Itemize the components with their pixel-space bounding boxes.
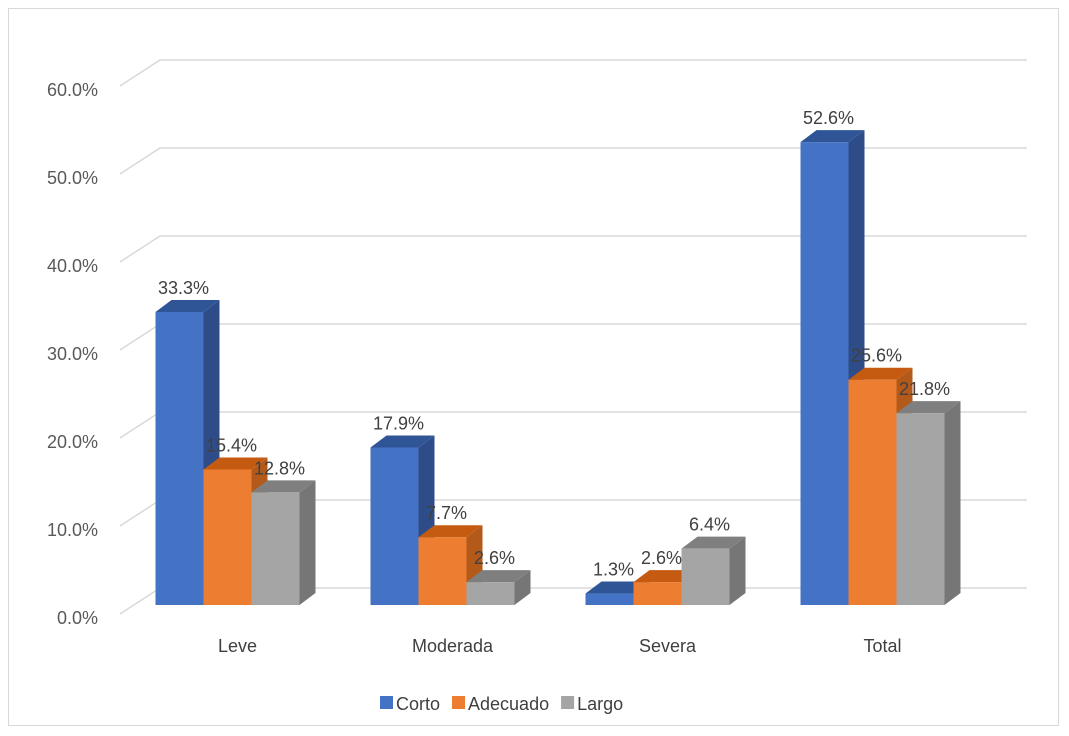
legend: Corto Adecuado Largo [380, 694, 623, 714]
bar-front-face [681, 548, 730, 605]
y-tick-label: 0.0% [57, 608, 98, 628]
legend-swatch [561, 696, 575, 709]
bar-front-face [848, 379, 897, 605]
bar-front-face [418, 537, 467, 605]
y-tick-label: 20.0% [47, 432, 98, 452]
x-axis-category-labels: Leve Moderada Severa Total [218, 636, 902, 656]
bar-top-face [155, 299, 220, 312]
legend-item-largo: Largo [561, 694, 623, 714]
bar-front-face [370, 447, 419, 605]
bar-top-face [203, 457, 268, 470]
data-label: 33.3% [158, 278, 209, 298]
bar-top-face [251, 480, 316, 493]
data-labels: 33.3% 15.4% 12.8% 17.9% 7.7% 2.6% 1.3% 2.6% 6.4%… [158, 108, 950, 579]
data-label: 17.9% [373, 413, 424, 433]
data-label: 7.7% [426, 503, 467, 523]
bar-front-face [585, 593, 634, 605]
bar-side-face [729, 536, 746, 605]
bar-front-face [466, 582, 515, 605]
data-label: 21.8% [899, 379, 950, 399]
gridline [119, 147, 1027, 175]
legend-label: Largo [577, 694, 623, 714]
data-label: 2.6% [641, 548, 682, 568]
bar-side-face [514, 570, 531, 605]
bar-top-face [896, 401, 961, 414]
bar-front-face [155, 311, 204, 605]
data-label: 12.8% [254, 458, 305, 478]
y-tick-label: 10.0% [47, 520, 98, 540]
bar-largo-leve [251, 480, 316, 605]
legend-label: Adecuado [468, 694, 549, 714]
bar-top-face [370, 435, 435, 448]
bar-front-face [203, 469, 252, 605]
legend-swatch [452, 696, 466, 709]
bars [155, 130, 961, 605]
y-tick-label: 30.0% [47, 344, 98, 364]
data-label: 25.6% [851, 346, 902, 366]
category-label: Leve [218, 636, 257, 656]
gridline [119, 59, 1027, 87]
legend-item-corto: Corto [380, 694, 440, 714]
bar-largo-moderada [466, 570, 531, 605]
bar-top-face [418, 525, 483, 538]
bar-top-face [466, 570, 531, 583]
bar-front-face [896, 413, 945, 605]
data-label: 2.6% [474, 548, 515, 568]
gridline [119, 235, 1027, 263]
legend-swatch [380, 696, 393, 709]
category-label: Moderada [412, 636, 494, 656]
bar-front-face [633, 582, 682, 605]
data-label: 52.6% [803, 108, 854, 128]
y-tick-label: 60.0% [47, 80, 98, 100]
y-tick-label: 50.0% [47, 168, 98, 188]
bar-front-face [800, 142, 849, 605]
legend-item-adecuado: Adecuado [452, 694, 549, 714]
y-axis-tick-labels: 0.0% 10.0% 20.0% 30.0% 40.0% 50.0% 60.0% [47, 80, 98, 628]
bar-largo-total [896, 401, 961, 605]
bar-side-face [944, 401, 961, 605]
data-label: 6.4% [689, 515, 730, 535]
bar-largo-severa [681, 536, 746, 605]
bar-side-face [299, 480, 316, 605]
category-label: Severa [639, 636, 697, 656]
bar-top-face [800, 130, 865, 143]
bar-top-face [848, 367, 913, 380]
data-label: 15.4% [206, 435, 257, 455]
y-tick-label: 40.0% [47, 256, 98, 276]
bar-front-face [251, 492, 300, 605]
legend-label: Corto [396, 694, 440, 714]
category-label: Total [863, 636, 901, 656]
bar-top-face [681, 536, 746, 549]
data-label: 1.3% [593, 560, 634, 580]
